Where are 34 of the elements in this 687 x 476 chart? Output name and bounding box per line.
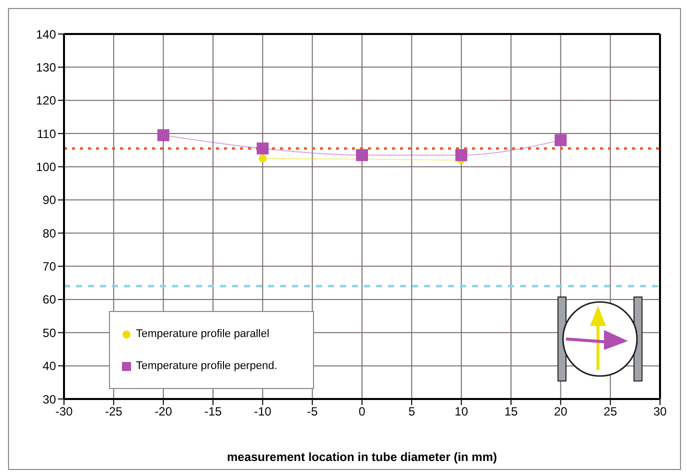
y-tick-label: 100 xyxy=(36,160,56,174)
x-tick-label: 10 xyxy=(454,404,468,419)
x-tick-label: -15 xyxy=(204,404,222,419)
point xyxy=(258,154,267,162)
x-tick-label: -25 xyxy=(104,404,123,419)
y-tick-label: 130 xyxy=(36,60,56,74)
y-tick-label: 30 xyxy=(42,392,56,406)
x-tick-label: 20 xyxy=(554,404,568,419)
y-tick-label: 90 xyxy=(42,193,56,208)
x-tick-label: 15 xyxy=(504,404,518,419)
y-tick-label: 120 xyxy=(36,94,56,108)
y-tick-label: 140 xyxy=(36,27,56,42)
x-tick-label: -20 xyxy=(154,404,172,419)
y-tick-label: 40 xyxy=(42,359,56,374)
point xyxy=(455,149,468,162)
x-tick-label: -10 xyxy=(254,404,272,419)
x-tick-label: -30 xyxy=(55,404,73,419)
y-tick-label: 70 xyxy=(42,260,56,274)
point xyxy=(256,142,269,154)
y-tick-label: 60 xyxy=(42,292,56,307)
x-axis-title: measurement location in tube diameter (in mm) xyxy=(226,450,498,464)
x-tick-label: 30 xyxy=(653,404,667,419)
x-tick-label: 0 xyxy=(358,404,366,419)
point xyxy=(356,149,368,162)
y-tick-label: 50 xyxy=(42,326,56,340)
legend-label: Temperature profile parallel xyxy=(136,327,270,342)
y-tick-label: 110 xyxy=(36,126,56,141)
x-tick-label: -5 xyxy=(306,404,318,419)
x-tick-label: 5 xyxy=(408,404,416,419)
x-tick-label: 25 xyxy=(604,404,618,419)
point xyxy=(157,129,170,142)
legend-label: Temperature profile perpend. xyxy=(136,359,278,374)
point xyxy=(554,134,567,146)
y-tick-label: 80 xyxy=(42,226,56,240)
